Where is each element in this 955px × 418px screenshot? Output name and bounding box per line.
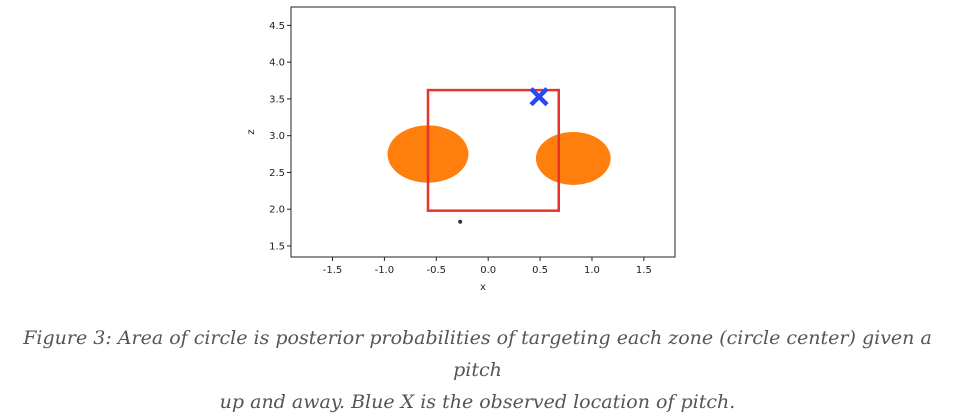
x-axis-label: x [480, 282, 486, 293]
y-tick-label: 4.5 [269, 21, 285, 32]
strike-zone-rectangle [426, 88, 561, 212]
x-tick-label: 0.5 [532, 265, 548, 276]
scatter-chart: -1.5 -1.0 -0.5 0.0 0.5 1.0 1.5 1.5 2.0 2.5 3.0 3.5… [246, 6, 676, 293]
y-tick-label: 4.0 [269, 58, 285, 69]
x-tick-label: 1.5 [636, 265, 652, 276]
y-axis-ticks: 1.5 2.0 2.5 3.0 3.5 4.0 4.5 [269, 21, 291, 252]
figure-caption: Figure 3: Area of circle is posterior pr… [0, 322, 955, 418]
x-tick-label: -1.0 [375, 265, 395, 276]
x-tick-label: -0.5 [427, 265, 447, 276]
plot-frame [290, 6, 676, 258]
plot-marks [387, 87, 611, 224]
observed-pitch-x-marker [529, 87, 549, 107]
y-tick-label: 2.0 [269, 205, 285, 216]
x-tick-label: 0.0 [480, 265, 496, 276]
small-point [458, 219, 463, 224]
y-tick-label: 1.5 [269, 241, 285, 252]
y-tick-label: 3.5 [269, 94, 285, 105]
probability-circle-2 [535, 132, 611, 185]
y-tick-label: 3.0 [269, 131, 285, 142]
x-tick-label: 1.0 [584, 265, 600, 276]
caption-line-1: Figure 3: Area of circle is posterior pr… [23, 327, 932, 381]
y-tick-label: 2.5 [269, 168, 285, 179]
y-axis-label: z [246, 129, 257, 134]
caption-line-2: up and away. Blue X is the observed loca… [219, 391, 736, 413]
x-tick-label: -1.5 [323, 265, 343, 276]
x-axis-ticks: -1.5 -1.0 -0.5 0.0 0.5 1.0 1.5 [323, 257, 652, 276]
